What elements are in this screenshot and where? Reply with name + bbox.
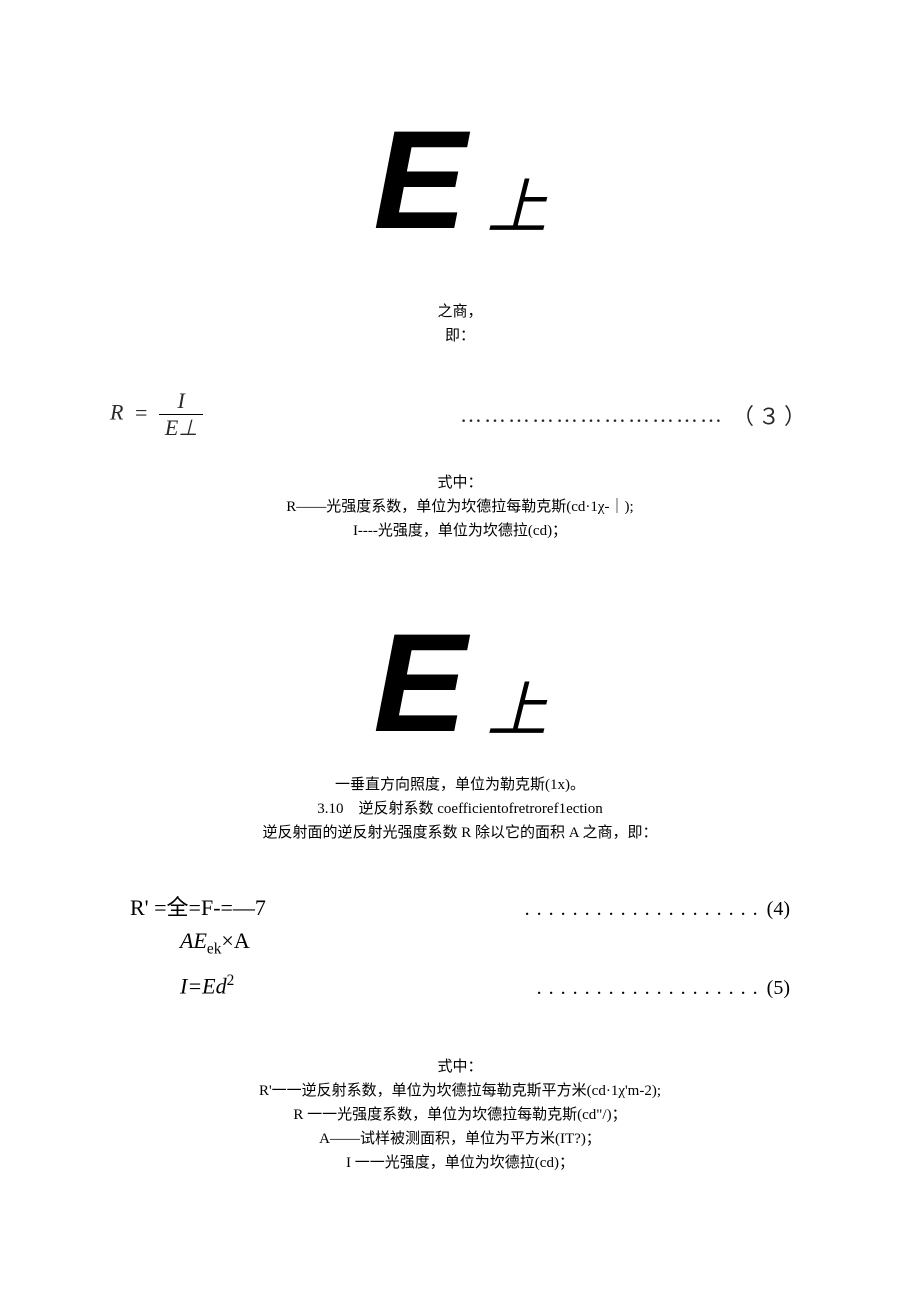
eq5-number: (5): [759, 977, 790, 1000]
eq45-def-header: 式中：: [0, 1055, 920, 1079]
eq3-def-header: 式中：: [0, 471, 920, 495]
eq3-def-R: R——光强度系数，单位为坎德拉每勒克斯(cd·1χ-｜);: [0, 495, 920, 519]
eq3-var-R: R: [110, 400, 123, 425]
text-retro-def: 逆反射面的逆反射光强度系数 R 除以它的面积 A 之商，即：: [0, 821, 920, 845]
eq45-def-I: I 一一光强度，单位为坎德拉(cd)；: [0, 1151, 920, 1175]
eq5-base: I=Ed: [180, 974, 227, 999]
eq3-definitions: 式中： R——光强度系数，单位为坎德拉每勒克斯(cd·1χ-｜); I----光…: [0, 471, 920, 543]
para-quotient: 之商， 即：: [0, 300, 920, 348]
eq4-dots: . . . . . . . . . . . . . . . . . . . .: [525, 898, 759, 921]
eq5-dots: . . . . . . . . . . . . . . . . . . .: [537, 977, 759, 1000]
eq5-sup: 2: [227, 972, 235, 989]
symbol-e-main-1: E: [373, 101, 466, 258]
equation-4: R' =全=F-=—7 . . . . . . . . . . . . . . …: [130, 890, 790, 922]
text-ie: 即：: [0, 324, 920, 348]
eq3-lhs: R = I E⊥: [110, 388, 203, 441]
equation-5: I=Ed2 . . . . . . . . . . . . . . . . . …: [130, 972, 790, 999]
symbol-e-sub-2: 上: [487, 678, 547, 744]
eq3-equals: =: [129, 400, 153, 425]
eq45-def-A: A——试样被测面积，单位为平方米(IT?)；: [0, 1127, 920, 1151]
heading-3-10: 3.10 逆反射系数 coefficientofretroref1ection: [0, 797, 920, 821]
eq4-line2: AEek×A: [130, 928, 790, 958]
eq4-l2-pre: AE: [180, 928, 207, 953]
symbol-e-main-2: E: [373, 604, 466, 761]
eq45-definitions: 式中： R'一一逆反射系数，单位为坎德拉每勒克斯平方米(cd·1χ'm-2); …: [0, 1055, 920, 1175]
eq4-l2-sub: ek: [207, 940, 222, 957]
eq3-number: （３）: [724, 399, 810, 431]
text-vertical-illum: 一垂直方向照度，单位为勒克斯(1x)。: [0, 773, 920, 797]
section-3-10: 一垂直方向照度，单位为勒克斯(1x)。 3.10 逆反射系数 coefficie…: [0, 773, 920, 845]
symbol-e-sub-1: 上: [487, 175, 547, 241]
eq3-dots: ……………………………: [203, 402, 724, 428]
eq3-fraction: I E⊥: [159, 388, 204, 441]
equation-3: R = I E⊥ …………………………… （３）: [0, 388, 920, 441]
eq45-def-R: R 一一光强度系数，单位为坎德拉每勒克斯(cd"/)；: [0, 1103, 920, 1127]
text-quotient: 之商，: [0, 300, 920, 324]
eq5-expr: I=Ed2: [130, 972, 234, 999]
equation-4-5-block: R' =全=F-=—7 . . . . . . . . . . . . . . …: [0, 890, 920, 1000]
eq3-numerator: I: [159, 388, 204, 415]
eq4-l2-post: ×A: [221, 928, 249, 953]
eq3-def-I: I----光强度，单位为坎德拉(cd)；: [0, 519, 920, 543]
symbol-e-perp-2: E上: [0, 613, 920, 753]
eq3-denominator: E⊥: [159, 415, 204, 441]
eq4-expr: R' =全=F-=—7: [130, 890, 266, 922]
eq4-number: (4): [759, 898, 790, 921]
eq45-def-Rprime: R'一一逆反射系数，单位为坎德拉每勒克斯平方米(cd·1χ'm-2);: [0, 1079, 920, 1103]
symbol-e-perp-1: E上: [0, 0, 920, 250]
